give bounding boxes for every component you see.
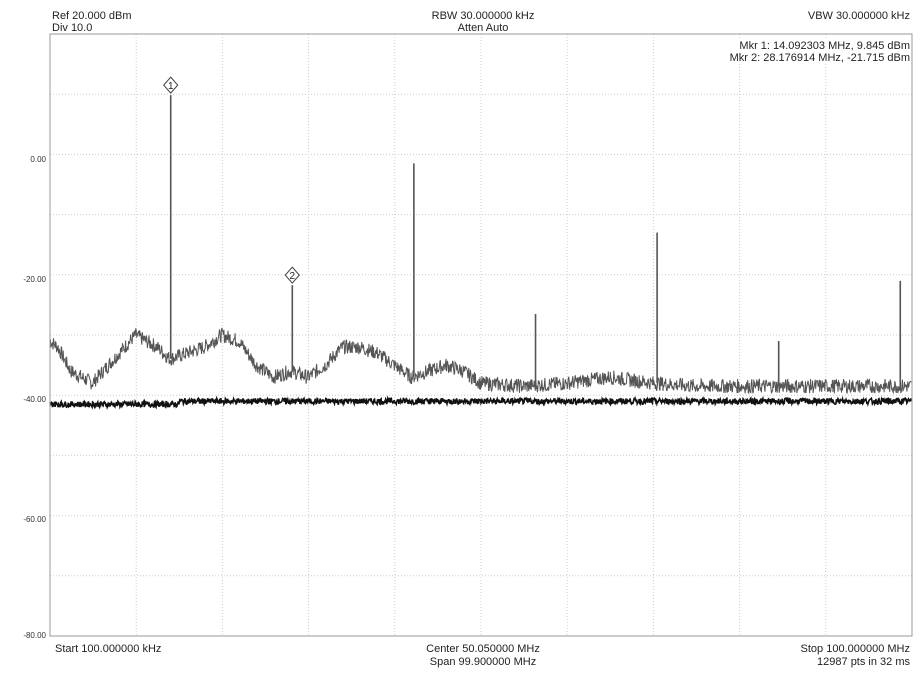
atten-label: Atten Auto: [457, 22, 509, 34]
y-tick-label: -20.00: [23, 275, 46, 284]
div-label: Div 10.0: [52, 22, 93, 34]
marker-label: 2: [289, 271, 295, 282]
noise-floor-trace: [49, 395, 913, 411]
marker-diamond: [284, 266, 300, 284]
start-freq-label: Start 100.000000 kHz: [55, 643, 162, 655]
chart-grid: [50, 34, 912, 636]
rbw-label: RBW 30.000000 kHz: [431, 10, 535, 22]
y-tick-label: -60.00: [23, 515, 46, 524]
ref-level-label: Ref 20.000 dBm: [52, 10, 132, 22]
marker-1-readout: Mkr 1: 14.092303 MHz, 9.845 dBm: [739, 40, 910, 52]
y-tick-label: -40.00: [23, 395, 46, 404]
marker-label: 1: [168, 81, 174, 92]
y-tick-label: -80.00: [23, 631, 46, 640]
y-tick-label: 0.00: [30, 155, 46, 164]
stop-freq-label: Stop 100.000000 MHz: [800, 643, 910, 655]
points-label: 12987 pts in 32 ms: [817, 656, 910, 668]
marker-diamond: [163, 76, 179, 94]
chart-markers: 12: [163, 76, 300, 284]
plot-frame: [49, 33, 913, 637]
span-label: Span 99.900000 MHz: [429, 656, 537, 668]
chart-traces: [49, 95, 913, 411]
center-freq-label: Center 50.050000 MHz: [426, 643, 540, 655]
vbw-label: VBW 30.000000 kHz: [807, 10, 910, 22]
marker-2-readout: Mkr 2: 28.176914 MHz, -21.715 dBm: [729, 52, 910, 64]
signal-trace: [49, 327, 912, 395]
